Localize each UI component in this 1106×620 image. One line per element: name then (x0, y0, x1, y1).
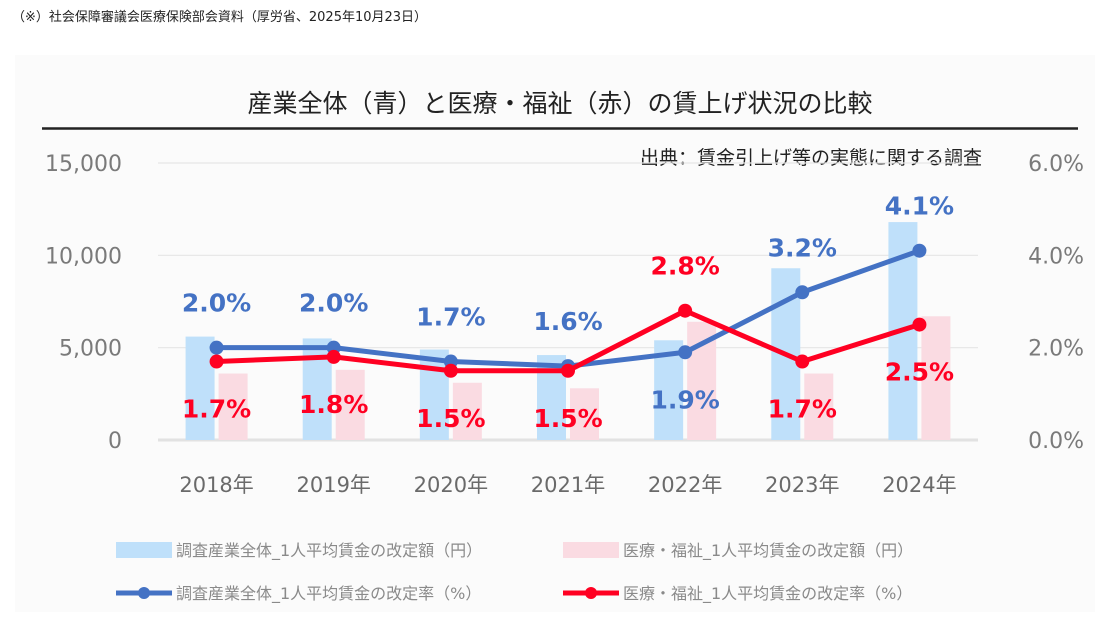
legend-line-medical-welfare-label: 医療・福祉_1人平均賃金の改定率（%） (623, 584, 912, 604)
bar-medical-welfare (570, 388, 599, 440)
point-medical-welfare (795, 354, 810, 369)
left-axis-tick-label: 5,000 (59, 337, 122, 362)
data-label-medical-welfare: 1.5% (416, 404, 485, 433)
data-label-medical-welfare: 1.7% (182, 395, 251, 424)
right-axis-tick-label: 4.0% (1028, 244, 1084, 269)
data-label-all-industries: 1.7% (416, 303, 485, 332)
left-axis-tick-label: 15,000 (45, 152, 122, 177)
bar-all-industries (419, 349, 449, 440)
point-all-industries (795, 285, 810, 300)
right-axis-tick-label: 0.0% (1028, 429, 1084, 454)
data-label-medical-welfare: 1.8% (299, 390, 368, 419)
data-label-all-industries: 1.6% (533, 307, 602, 336)
left-axis-tick-label: 0 (108, 429, 122, 454)
legend-bar-medical-welfare-label: 医療・福祉_1人平均賃金の改定額（円） (623, 541, 913, 561)
point-medical-welfare (678, 303, 693, 318)
x-axis-tick-label: 2023年 (765, 473, 839, 497)
right-axis-tick-label: 2.0% (1028, 337, 1084, 362)
bar-medical-welfare (335, 369, 365, 440)
point-medical-welfare (912, 317, 927, 332)
point-all-industries (912, 243, 927, 258)
data-label-all-industries: 4.1% (885, 192, 954, 221)
x-axis-tick-label: 2020年 (414, 473, 488, 497)
point-medical-welfare (561, 363, 575, 378)
bar-all-industries (185, 336, 215, 440)
legend-line-medical-welfare-marker (585, 587, 597, 599)
left-axis-tick-label: 10,000 (45, 244, 122, 269)
source-note: （※）社会保障審議会医療保険部会資料（厚労省、2025年10月23日） (12, 10, 428, 25)
point-all-industries (209, 340, 224, 355)
chart-source: 出典：賃金引上げ等の実態に関する調査 (640, 147, 982, 169)
bar-medical-welfare (218, 373, 248, 440)
x-axis-tick-label: 2022年 (648, 473, 722, 497)
bar-medical-welfare (804, 373, 834, 440)
x-axis-tick-label: 2024年 (882, 473, 956, 497)
x-axis-tick-label: 2021年 (531, 473, 605, 497)
bar-medical-welfare (452, 382, 482, 440)
x-axis-tick-label: 2019年 (296, 473, 370, 497)
data-label-medical-welfare: 2.8% (650, 252, 719, 281)
legend-bar-all-industries-swatch (116, 542, 172, 558)
data-label-medical-welfare: 2.5% (885, 358, 954, 387)
legend-line-all-industries-marker (138, 587, 150, 599)
data-label-all-industries: 2.0% (299, 289, 368, 318)
data-label-medical-welfare: 1.5% (533, 404, 602, 433)
bar-medical-welfare (921, 316, 951, 440)
data-label-all-industries: 3.2% (768, 233, 837, 262)
point-all-industries (678, 345, 693, 360)
point-medical-welfare (326, 349, 341, 364)
chart-title: 産業全体（青）と医療・福祉（赤）の賃上げ状況の比較 (247, 89, 872, 118)
point-medical-welfare (443, 363, 458, 378)
legend-bar-medical-welfare-swatch (563, 542, 619, 558)
legend-bar-all-industries-label: 調査産業全体_1人平均賃金の改定額（円） (176, 541, 482, 561)
right-axis-tick-label: 6.0% (1028, 152, 1084, 177)
data-label-medical-welfare: 1.7% (768, 395, 837, 424)
x-axis-tick-label: 2018年 (179, 473, 253, 497)
legend-line-all-industries-label: 調査産業全体_1人平均賃金の改定率（%） (176, 584, 481, 604)
data-label-all-industries: 1.9% (650, 385, 719, 414)
data-label-all-industries: 2.0% (182, 289, 251, 318)
point-medical-welfare (209, 354, 224, 369)
